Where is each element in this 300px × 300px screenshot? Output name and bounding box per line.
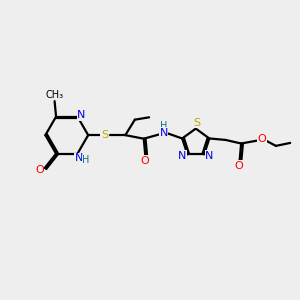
Text: S: S (101, 130, 108, 140)
Text: N: N (178, 151, 186, 161)
Text: CH₃: CH₃ (46, 90, 64, 100)
Text: S: S (193, 118, 200, 128)
Text: O: O (258, 134, 266, 144)
Text: N: N (160, 128, 168, 138)
Text: N: N (205, 151, 214, 161)
Text: O: O (235, 161, 243, 171)
Text: O: O (141, 156, 150, 166)
Text: N: N (77, 110, 86, 120)
Text: H: H (82, 155, 89, 165)
Text: N: N (75, 153, 83, 163)
Text: H: H (160, 121, 167, 131)
Text: O: O (35, 165, 44, 175)
